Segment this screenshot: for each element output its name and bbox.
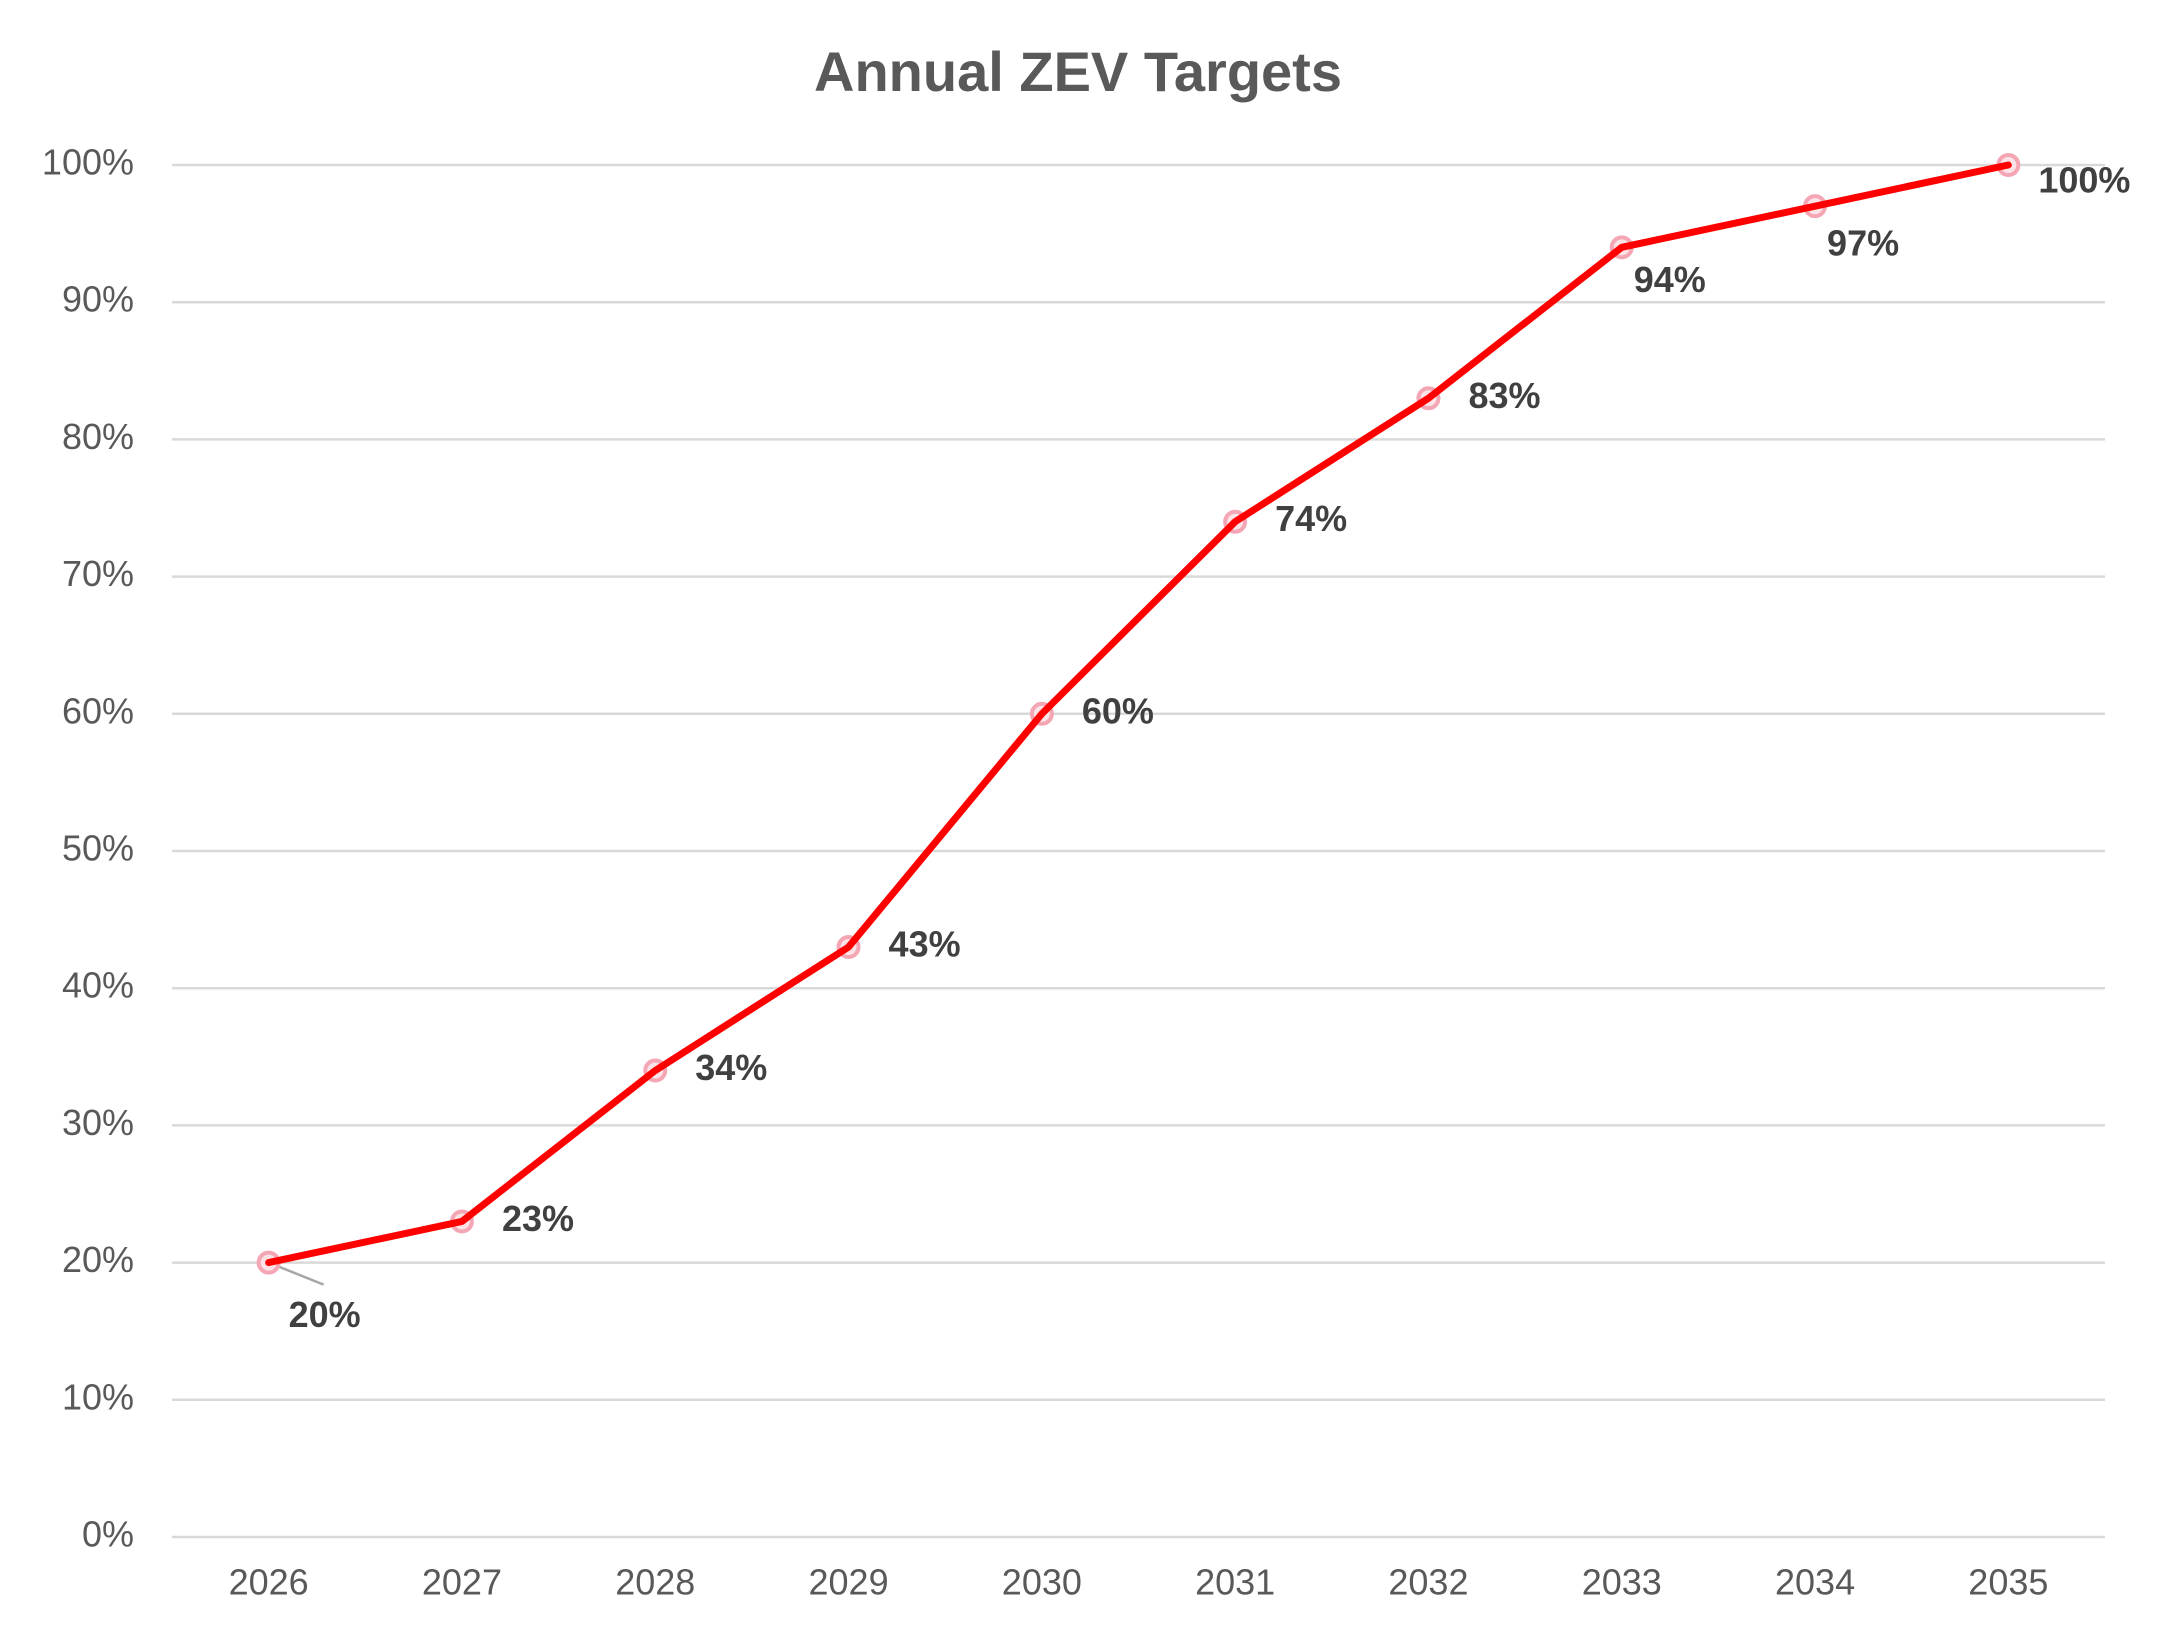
series-line — [265, 161, 2012, 1267]
data-label: 23% — [502, 1198, 574, 1239]
data-label: 60% — [1082, 690, 1154, 731]
y-tick-label: 90% — [62, 279, 134, 320]
y-tick-label: 70% — [62, 553, 134, 594]
y-tick-label: 50% — [62, 828, 134, 869]
x-tick-label: 2027 — [422, 1562, 502, 1603]
y-tick-label: 0% — [82, 1514, 134, 1555]
y-tick-label: 30% — [62, 1102, 134, 1143]
x-tick-label: 2030 — [1002, 1562, 1082, 1603]
data-label: 100% — [2038, 160, 2130, 201]
x-tick-label: 2026 — [229, 1562, 309, 1603]
y-tick-label: 100% — [42, 142, 134, 183]
x-tick-label: 2032 — [1388, 1562, 1468, 1603]
x-tick-label: 2034 — [1775, 1562, 1855, 1603]
x-tick-label: 2028 — [615, 1562, 695, 1603]
data-label: 34% — [695, 1047, 767, 1088]
data-label: 43% — [889, 924, 961, 965]
data-label: 74% — [1275, 498, 1347, 539]
x-tick-label: 2029 — [809, 1562, 889, 1603]
chart-title: Annual ZEV Targets — [814, 40, 1342, 103]
x-tick-label: 2031 — [1195, 1562, 1275, 1603]
data-label: 97% — [1827, 223, 1899, 264]
data-label: 94% — [1634, 259, 1706, 300]
y-tick-label: 60% — [62, 690, 134, 731]
y-tick-label: 40% — [62, 965, 134, 1006]
data-label: 83% — [1468, 375, 1540, 416]
y-tick-label: 10% — [62, 1376, 134, 1417]
x-tick-label: 2033 — [1582, 1562, 1662, 1603]
x-tick-label: 2035 — [1968, 1562, 2048, 1603]
data-label: 20% — [289, 1294, 361, 1335]
y-tick-label: 20% — [62, 1239, 134, 1280]
y-tick-label: 80% — [62, 416, 134, 457]
